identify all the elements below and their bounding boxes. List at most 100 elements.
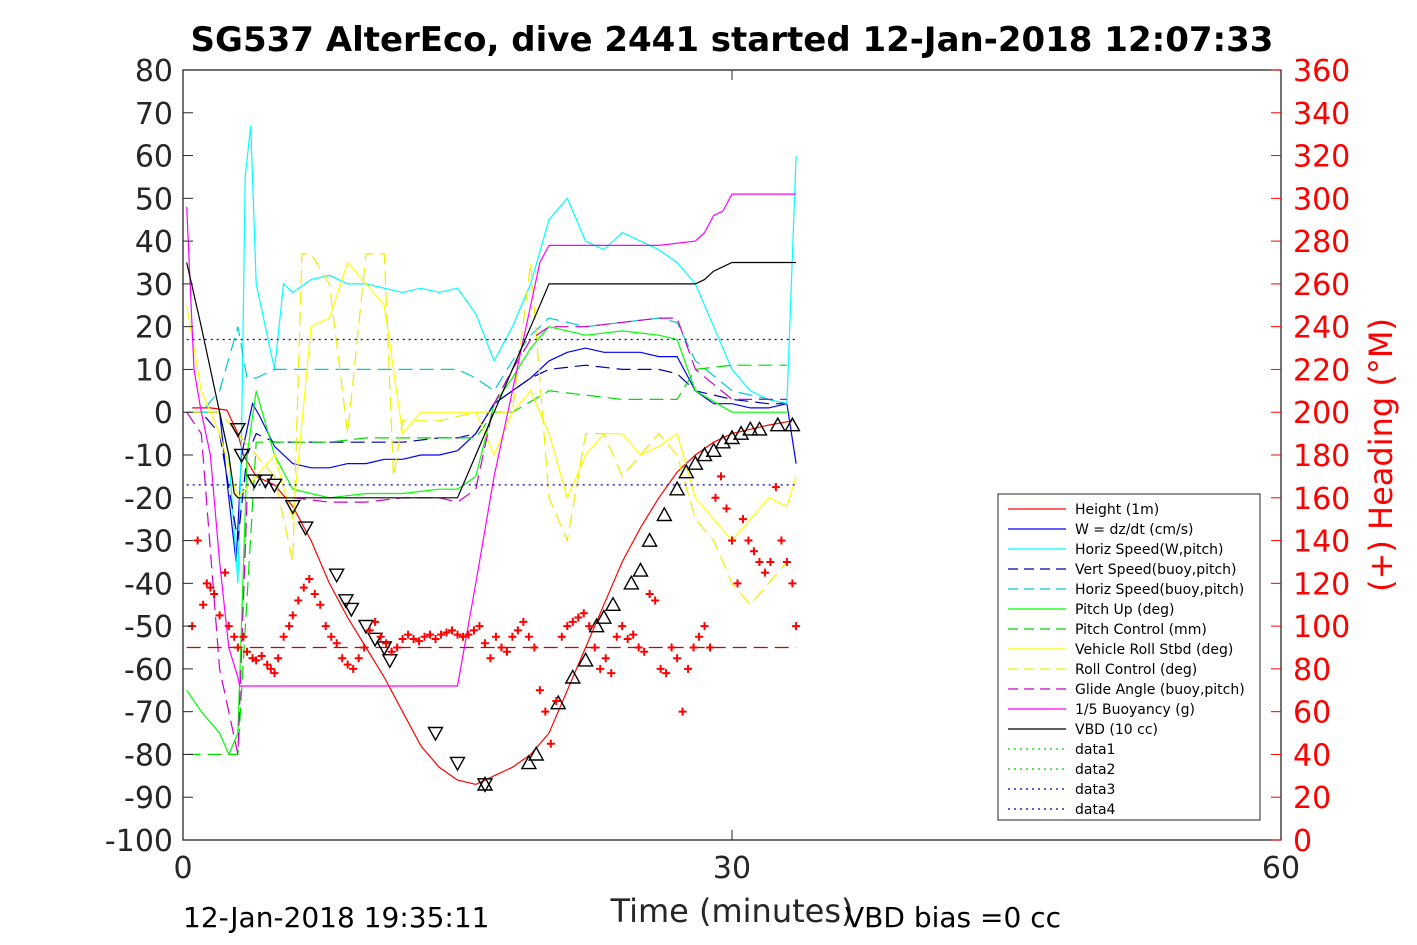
dive-marker xyxy=(297,521,314,537)
dive-marker xyxy=(246,474,263,490)
heading-point xyxy=(215,611,224,620)
heading-point xyxy=(623,634,632,643)
climb-marker xyxy=(784,416,801,432)
climb-marker xyxy=(687,455,704,470)
legend-label: W = dz/dt (cm/s) xyxy=(1075,522,1194,538)
heading-point xyxy=(321,622,330,631)
y-right-tick-label: 340 xyxy=(1293,97,1350,132)
heading-point xyxy=(365,626,374,635)
dive-marker xyxy=(233,448,250,464)
climb-marker xyxy=(550,694,567,710)
heading-point xyxy=(689,643,698,652)
climb-marker xyxy=(632,562,649,577)
heading-point xyxy=(360,643,369,652)
heading-point xyxy=(530,643,539,652)
legend-label: Horiz Speed(W,pitch) xyxy=(1075,542,1223,558)
axis-ticks: 0 30 6080706050403020100-10-20-30-40-50-60… xyxy=(105,54,1350,886)
heading-point xyxy=(206,583,215,592)
y-right-tick-label: 200 xyxy=(1293,396,1350,431)
y-right-axis-label: (+) Heading (°M) xyxy=(1362,318,1400,592)
y-tick-label: -50 xyxy=(124,610,173,645)
heading-point xyxy=(508,632,517,641)
heading-point xyxy=(777,536,786,545)
dive-marker xyxy=(427,726,444,742)
y-right-tick-label: 260 xyxy=(1293,268,1350,303)
climb-marker xyxy=(595,609,613,624)
y-tick-label: 20 xyxy=(135,311,173,346)
footer-vbd-bias: VBD bias =0 cc xyxy=(845,901,1061,934)
heading-point xyxy=(257,652,266,661)
heading-point xyxy=(700,622,709,631)
heading-point xyxy=(387,647,396,656)
legend-label: data1 xyxy=(1075,742,1115,758)
heading-point xyxy=(349,664,358,673)
footer-timestamp: 12-Jan-2018 19:35:11 xyxy=(183,901,489,934)
y-right-tick-label: 140 xyxy=(1293,525,1350,560)
heading-point xyxy=(760,568,769,577)
heading-point xyxy=(695,632,704,641)
heading-point xyxy=(480,639,489,648)
heading-point xyxy=(497,643,506,652)
heading-point xyxy=(442,628,451,637)
heading-point xyxy=(563,622,572,631)
heading-point xyxy=(717,472,726,481)
heading-point xyxy=(711,493,720,502)
y-tick-label: 10 xyxy=(135,353,173,388)
y-tick-label: 40 xyxy=(135,225,173,260)
y-right-tick-label: 160 xyxy=(1293,482,1350,517)
heading-point xyxy=(678,707,687,716)
y-tick-label: 50 xyxy=(135,182,173,217)
heading-point xyxy=(404,630,413,639)
heading-point xyxy=(270,669,279,678)
y-tick-label: 0 xyxy=(154,396,173,431)
heading-point xyxy=(464,630,473,639)
heading-point xyxy=(524,632,533,641)
heading-point xyxy=(233,643,242,652)
heading-point xyxy=(486,654,495,663)
heading-point xyxy=(733,579,742,588)
heading-point xyxy=(585,622,594,631)
legend-label: Pitch Up (deg) xyxy=(1075,602,1174,618)
y-tick-label: -30 xyxy=(124,525,173,560)
heading-point xyxy=(263,660,272,669)
series-line-vert-speed-buoy-pitch xyxy=(186,364,787,541)
dive-marker xyxy=(366,632,384,648)
y-tick-label: 60 xyxy=(135,140,173,175)
heading-point xyxy=(469,626,478,635)
series-line-vbd-10-cc xyxy=(186,261,797,499)
heading-point xyxy=(453,630,462,639)
marker-layer xyxy=(188,416,801,793)
heading-point xyxy=(706,643,715,652)
heading-point xyxy=(596,664,605,673)
heading-point xyxy=(294,596,303,605)
dive-marker xyxy=(381,654,398,669)
heading-point xyxy=(285,622,294,631)
y-tick-label: 30 xyxy=(135,268,173,303)
y-tick-label: -70 xyxy=(124,696,173,731)
heading-point xyxy=(656,664,665,673)
heading-point xyxy=(788,579,797,588)
dive-marker xyxy=(337,594,355,609)
legend-label: Pitch Control (mm) xyxy=(1075,622,1207,638)
legend-label: VBD (10 cc) xyxy=(1075,722,1158,738)
heading-point xyxy=(193,536,202,545)
dive-marker xyxy=(343,602,360,618)
heading-point xyxy=(673,654,682,663)
legend-label: Vert Speed(buoy,pitch) xyxy=(1075,562,1237,578)
climb-marker xyxy=(564,668,581,684)
y-tick-label: -80 xyxy=(124,738,173,773)
heading-point xyxy=(458,632,467,641)
heading-point xyxy=(546,739,555,748)
legend: Height (1m) W = dz/dt (cm/s) Horiz Speed(W… xyxy=(997,493,1261,821)
legend-label: Height (1m) xyxy=(1075,502,1159,518)
climb-marker xyxy=(751,420,768,436)
y-right-tick-label: 0 xyxy=(1293,824,1312,859)
climb-marker xyxy=(577,651,594,667)
y-right-tick-label: 100 xyxy=(1293,610,1350,645)
heading-point xyxy=(274,654,283,663)
heading-point xyxy=(513,626,522,635)
climb-marker xyxy=(742,420,759,436)
heading-point xyxy=(239,632,248,641)
y-right-tick-label: 20 xyxy=(1293,781,1331,816)
heading-point xyxy=(415,637,424,646)
